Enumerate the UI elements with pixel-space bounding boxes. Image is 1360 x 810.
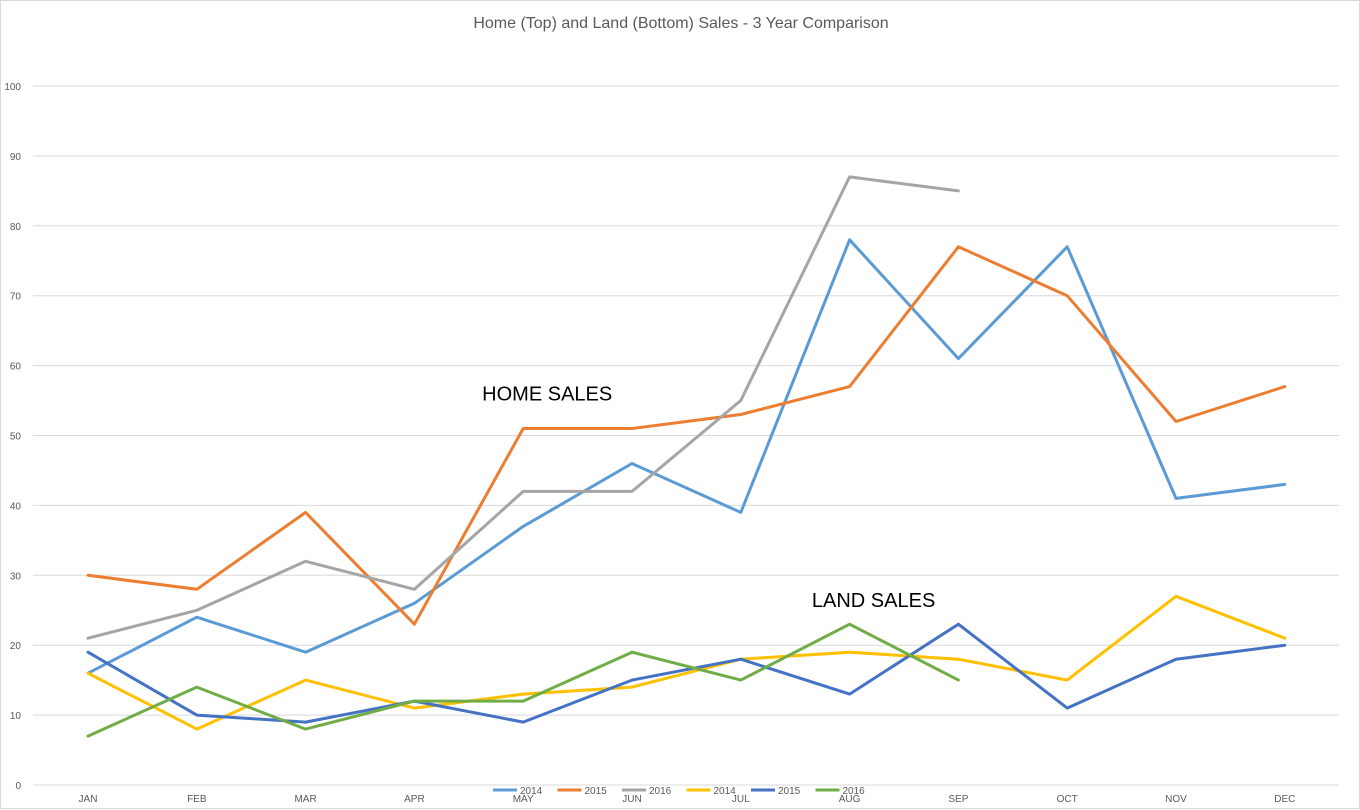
y-tick-label: 30 bbox=[10, 571, 22, 582]
legend-label-home-2016: 2016 bbox=[649, 786, 672, 797]
annotation-home-sales: HOME SALES bbox=[482, 384, 612, 406]
y-axis-tick-labels: 0 10 20 30 40 50 60 70 80 90 100 bbox=[4, 82, 21, 792]
series-line-home-2014 bbox=[86, 238, 1287, 675]
y-tick-label: 0 bbox=[15, 781, 21, 792]
legend-label-land-2015: 2015 bbox=[778, 786, 801, 797]
series-line-land-2016 bbox=[86, 622, 960, 738]
x-tick-label-nov: NOV bbox=[1165, 794, 1187, 805]
legend-label-home-2014: 2014 bbox=[520, 786, 543, 797]
x-tick-label-sep: SEP bbox=[948, 794, 968, 805]
y-tick-label: 10 bbox=[10, 711, 22, 722]
x-tick-label-oct: OCT bbox=[1057, 794, 1078, 805]
annotations: HOME SALES LAND SALES bbox=[482, 384, 935, 612]
x-tick-label-dec: DEC bbox=[1274, 794, 1295, 805]
y-tick-label: 70 bbox=[10, 292, 22, 303]
gridlines bbox=[33, 85, 1339, 786]
y-tick-label: 40 bbox=[10, 501, 22, 512]
annotation-land-sales: LAND SALES bbox=[812, 590, 935, 612]
series-line-home-2015 bbox=[86, 245, 1287, 626]
legend-label-home-2015: 2015 bbox=[585, 786, 608, 797]
y-tick-label: 60 bbox=[10, 362, 22, 373]
y-tick-label: 50 bbox=[10, 432, 22, 443]
series-line-land-2014 bbox=[86, 594, 1287, 731]
legend: 2014 2015 2016 2014 2015 2016 bbox=[493, 786, 865, 797]
y-tick-label: 20 bbox=[10, 641, 22, 652]
x-tick-label-mar: MAR bbox=[294, 794, 316, 805]
x-tick-label-aug: AUG bbox=[839, 794, 861, 805]
x-tick-label-jun: JUN bbox=[622, 794, 641, 805]
y-tick-label: 90 bbox=[10, 152, 22, 163]
series-lines bbox=[86, 175, 1287, 738]
x-tick-label-feb: FEB bbox=[187, 794, 207, 805]
y-tick-label: 80 bbox=[10, 222, 22, 233]
legend-label-land-2016: 2016 bbox=[843, 786, 866, 797]
y-tick-label: 100 bbox=[4, 82, 21, 93]
legend-label-land-2014: 2014 bbox=[714, 786, 737, 797]
series-line-home-2016 bbox=[86, 175, 960, 640]
x-tick-label-apr: APR bbox=[404, 794, 425, 805]
x-tick-label-may: MAY bbox=[513, 794, 534, 805]
x-axis-tick-labels: JAN FEB MAR APR MAY JUN JUL AUG SEP OCT NOV DEC bbox=[79, 794, 1296, 805]
x-tick-label-jul: JUL bbox=[732, 794, 750, 805]
chart-title: Home (Top) and Land (Bottom) Sales - 3 Y… bbox=[473, 15, 888, 32]
x-tick-label-jan: JAN bbox=[79, 794, 98, 805]
